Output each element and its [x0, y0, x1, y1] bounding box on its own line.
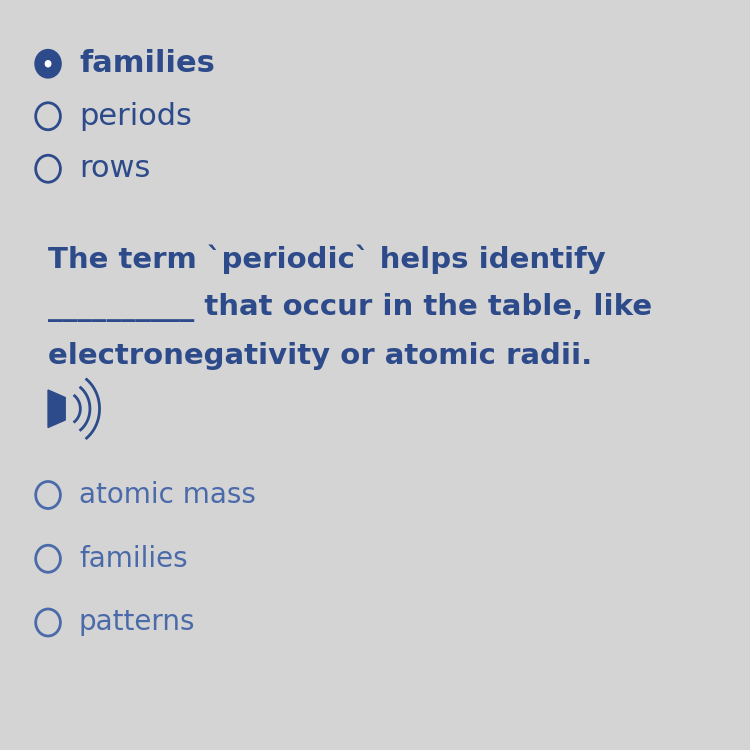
- Text: families: families: [79, 50, 214, 78]
- Text: patterns: patterns: [79, 608, 196, 637]
- Text: families: families: [79, 544, 188, 573]
- Text: atomic mass: atomic mass: [79, 481, 256, 509]
- Circle shape: [44, 60, 52, 68]
- Text: rows: rows: [79, 154, 150, 183]
- Polygon shape: [48, 390, 65, 427]
- Text: periods: periods: [79, 102, 192, 130]
- Text: The term ˋperiodicˋ helps identify: The term ˋperiodicˋ helps identify: [48, 244, 606, 274]
- Circle shape: [36, 50, 61, 77]
- Text: electronegativity or atomic radii.: electronegativity or atomic radii.: [48, 342, 592, 370]
- Text: __________ that occur in the table, like: __________ that occur in the table, like: [48, 293, 652, 322]
